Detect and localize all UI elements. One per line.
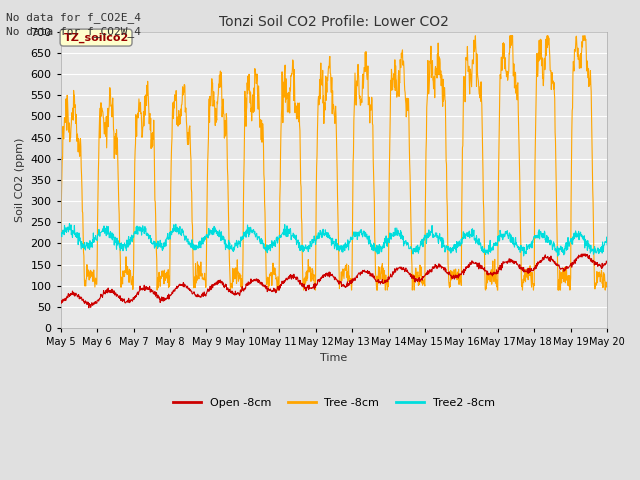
Tree -8cm: [419, 278, 427, 284]
Tree2 -8cm: [490, 241, 498, 247]
Tree -8cm: [166, 284, 173, 289]
Tree2 -8cm: [539, 231, 547, 237]
Tree -8cm: [154, 287, 161, 293]
Text: No data for f_CO2E_4: No data for f_CO2E_4: [6, 12, 141, 23]
X-axis label: Time: Time: [320, 353, 348, 363]
Tree2 -8cm: [604, 242, 611, 248]
Title: Tonzi Soil CO2 Profile: Lower CO2: Tonzi Soil CO2 Profile: Lower CO2: [219, 15, 449, 29]
Line: Tree2 -8cm: Tree2 -8cm: [61, 224, 607, 256]
Line: Tree -8cm: Tree -8cm: [61, 36, 607, 290]
Open -8cm: [539, 255, 547, 261]
Tree -8cm: [539, 75, 547, 81]
Open -8cm: [85, 305, 93, 311]
Open -8cm: [240, 288, 248, 294]
Text: TZ_soilco2: TZ_soilco2: [63, 33, 129, 43]
Tree -8cm: [472, 33, 479, 39]
Open -8cm: [490, 271, 498, 276]
Open -8cm: [419, 276, 427, 281]
Tree2 -8cm: [240, 229, 248, 235]
Tree -8cm: [604, 282, 611, 288]
Legend: Open -8cm, Tree -8cm, Tree2 -8cm: Open -8cm, Tree -8cm, Tree2 -8cm: [169, 393, 499, 412]
Line: Open -8cm: Open -8cm: [61, 254, 607, 308]
Open -8cm: [166, 293, 173, 299]
Tree2 -8cm: [66, 221, 74, 227]
Y-axis label: Soil CO2 (ppm): Soil CO2 (ppm): [15, 138, 25, 222]
Open -8cm: [604, 259, 611, 264]
Open -8cm: [179, 281, 186, 287]
Tree2 -8cm: [179, 229, 186, 235]
Tree2 -8cm: [57, 232, 65, 238]
Tree2 -8cm: [166, 234, 173, 240]
Tree -8cm: [240, 177, 248, 182]
Tree -8cm: [179, 84, 186, 90]
Tree2 -8cm: [419, 244, 427, 250]
Tree -8cm: [57, 277, 65, 283]
Open -8cm: [577, 251, 585, 257]
Text: No data for f_CO2W_4: No data for f_CO2W_4: [6, 26, 141, 37]
Tree -8cm: [491, 256, 499, 262]
Open -8cm: [57, 300, 65, 306]
Tree2 -8cm: [554, 253, 562, 259]
